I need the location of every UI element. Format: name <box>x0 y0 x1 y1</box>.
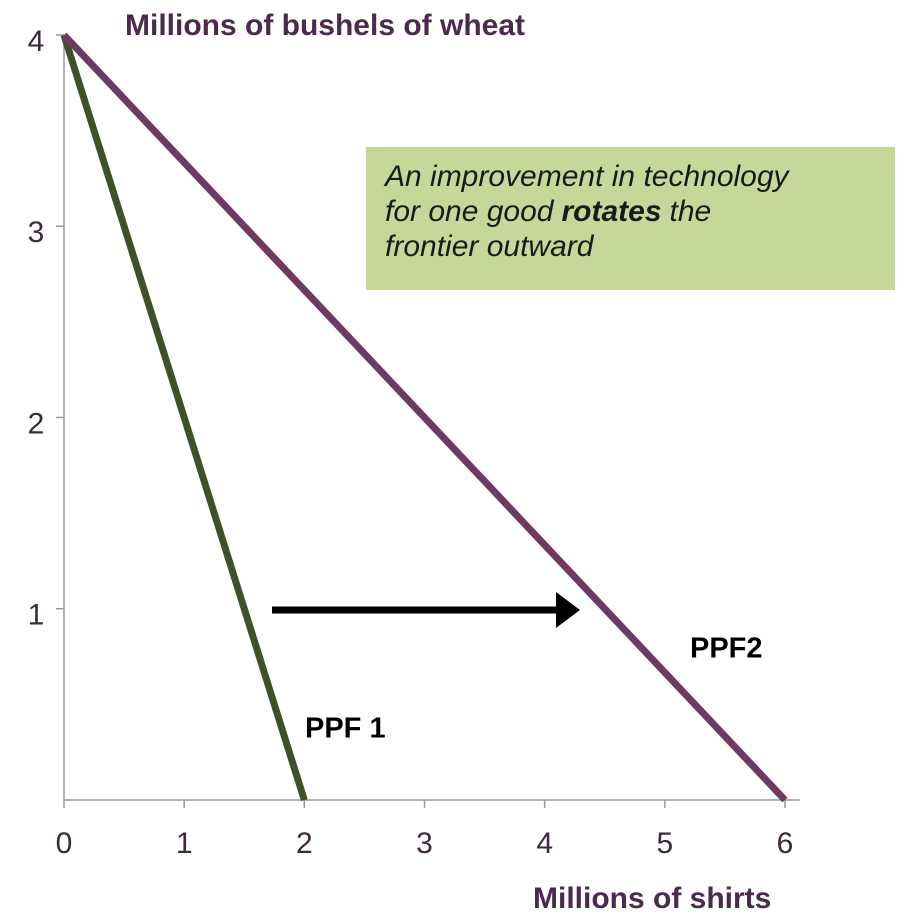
x-tick-label: 6 <box>777 827 794 860</box>
x-tick-label: 0 <box>56 827 73 860</box>
x-tick-label: 4 <box>536 827 553 860</box>
annotation-box <box>366 147 895 290</box>
x-axis-label: Millions of shirts <box>533 882 771 915</box>
annotation-text: for one good rotates the <box>385 195 711 228</box>
annotation-segment: the <box>670 195 712 228</box>
x-tick-label: 2 <box>296 827 313 860</box>
annotation-segment: An improvement in technology <box>383 160 791 193</box>
x-tick-label: 3 <box>416 827 433 860</box>
chart-title: Millions of bushels of wheat <box>125 9 525 42</box>
series-line <box>61 32 788 803</box>
series-label: PPF2 <box>690 633 763 665</box>
annotation-segment: frontier outward <box>385 230 595 263</box>
y-tick-label: 3 <box>28 216 45 249</box>
plot: 0 1 2 3 4 5 6 1 2 3 4 <box>28 25 794 860</box>
arrow-head <box>556 592 580 628</box>
series-label: PPF 1 <box>305 713 386 745</box>
annotation-segment: for one good <box>385 195 555 228</box>
annotation-text: frontier outward <box>385 230 595 263</box>
series-line <box>60 33 308 802</box>
y-tick-label: 2 <box>28 407 45 440</box>
x-tick-label: 5 <box>656 827 673 860</box>
annotation-text: An improvement in technology <box>383 160 791 193</box>
annotation-segment: rotates <box>561 195 661 228</box>
y-tick-label: 1 <box>28 599 45 632</box>
x-tick-label: 1 <box>176 827 193 860</box>
y-tick-label: 4 <box>28 25 45 58</box>
